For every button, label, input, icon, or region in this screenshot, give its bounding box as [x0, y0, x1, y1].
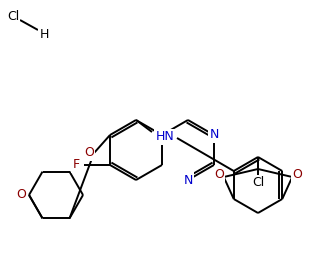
Text: Cl: Cl: [7, 11, 19, 24]
Text: N: N: [183, 173, 193, 186]
Text: O: O: [16, 189, 26, 201]
Text: O: O: [214, 168, 224, 181]
Text: Cl: Cl: [252, 176, 264, 189]
Text: O: O: [84, 147, 94, 160]
Text: HN: HN: [155, 130, 174, 143]
Text: H: H: [39, 29, 49, 42]
Text: F: F: [72, 158, 80, 171]
Text: O: O: [292, 168, 302, 181]
Text: N: N: [209, 129, 219, 142]
